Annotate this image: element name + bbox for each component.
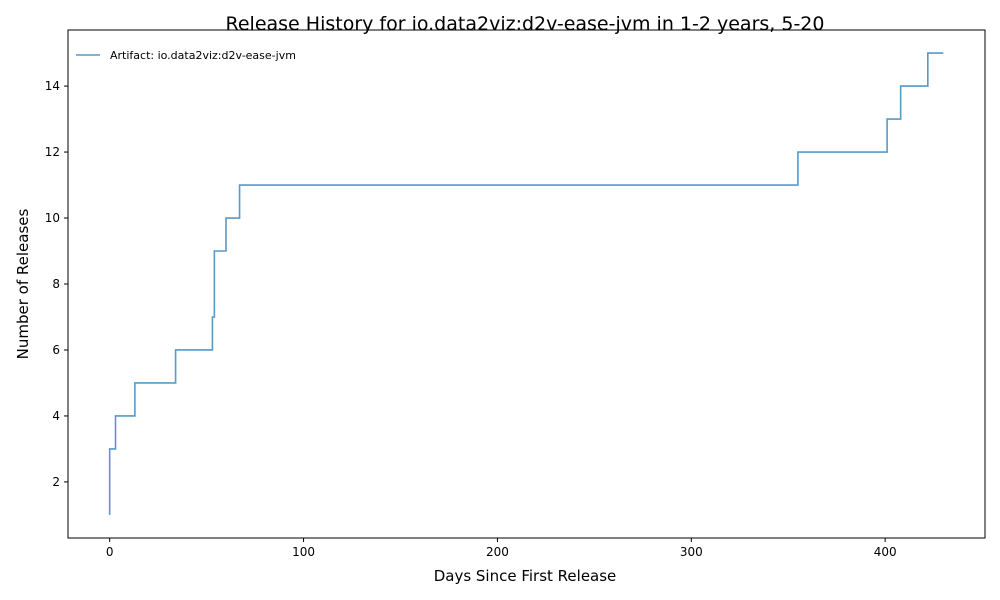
legend: Artifact: io.data2viz:d2v-ease-jvm — [76, 49, 296, 62]
y-tick-label: 4 — [52, 409, 60, 423]
x-tick-label: 200 — [486, 545, 509, 559]
x-axis-title: Days Since First Release — [434, 567, 617, 585]
y-tick-label: 8 — [52, 277, 60, 291]
x-tick-label: 300 — [680, 545, 703, 559]
x-tick-label: 0 — [106, 545, 114, 559]
y-tick-label: 14 — [45, 79, 60, 93]
y-tick-label: 2 — [52, 475, 60, 489]
y-tick-label: 12 — [45, 145, 60, 159]
legend-label: Artifact: io.data2viz:d2v-ease-jvm — [110, 49, 296, 62]
y-tick-label: 10 — [45, 211, 60, 225]
x-axis: 0 100 200 300 400 — [106, 538, 897, 559]
y-axis-title: Number of Releases — [14, 208, 32, 359]
x-tick-label: 100 — [292, 545, 315, 559]
series-line-0 — [108, 52, 944, 515]
x-tick-label: 400 — [874, 545, 897, 559]
chart-title: Release History for io.data2viz:d2v-ease… — [226, 13, 825, 35]
plot-area — [108, 52, 944, 515]
y-tick-label: 6 — [52, 343, 60, 357]
y-axis: 2 4 6 8 10 12 14 — [45, 79, 68, 489]
